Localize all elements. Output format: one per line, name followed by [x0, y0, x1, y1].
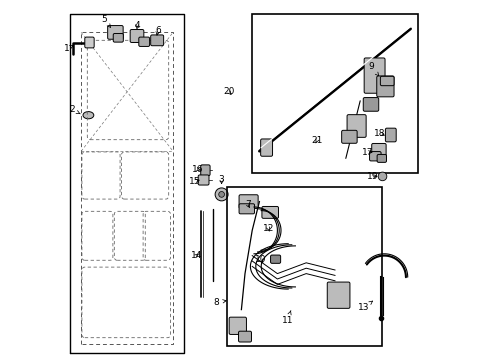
Text: 7: 7	[245, 200, 251, 209]
Text: 10: 10	[255, 255, 266, 264]
Text: 17: 17	[362, 148, 373, 157]
Text: 8: 8	[213, 298, 226, 307]
Text: 15: 15	[189, 177, 200, 186]
FancyBboxPatch shape	[85, 37, 94, 48]
Text: 20: 20	[223, 87, 235, 96]
FancyBboxPatch shape	[198, 175, 209, 185]
Ellipse shape	[83, 112, 94, 119]
FancyBboxPatch shape	[377, 154, 387, 162]
FancyBboxPatch shape	[239, 331, 251, 342]
FancyBboxPatch shape	[139, 37, 149, 46]
Text: 11: 11	[282, 310, 293, 325]
Text: 4: 4	[134, 21, 140, 30]
Text: 5: 5	[102, 15, 111, 27]
Text: 13: 13	[358, 301, 372, 312]
FancyBboxPatch shape	[239, 204, 254, 214]
FancyBboxPatch shape	[327, 282, 350, 308]
FancyBboxPatch shape	[377, 76, 394, 97]
Text: 12: 12	[263, 224, 274, 233]
FancyBboxPatch shape	[201, 165, 210, 176]
Text: 16: 16	[192, 165, 203, 174]
FancyBboxPatch shape	[372, 143, 386, 159]
FancyBboxPatch shape	[369, 152, 381, 161]
Text: 21: 21	[311, 136, 323, 145]
Bar	[252, 14, 418, 173]
Text: 19: 19	[367, 172, 378, 181]
Text: 2: 2	[70, 105, 80, 114]
Text: 18: 18	[374, 129, 386, 138]
FancyBboxPatch shape	[130, 30, 144, 42]
Text: 14: 14	[191, 251, 202, 260]
FancyBboxPatch shape	[386, 128, 396, 142]
FancyBboxPatch shape	[262, 207, 278, 218]
Text: 1: 1	[64, 44, 73, 53]
FancyBboxPatch shape	[229, 317, 246, 334]
FancyBboxPatch shape	[380, 76, 394, 86]
Circle shape	[215, 188, 228, 201]
FancyBboxPatch shape	[239, 195, 258, 208]
FancyBboxPatch shape	[364, 58, 385, 93]
Circle shape	[378, 172, 387, 181]
FancyBboxPatch shape	[270, 255, 281, 264]
FancyBboxPatch shape	[363, 98, 379, 111]
Text: 6: 6	[155, 26, 161, 35]
FancyBboxPatch shape	[108, 26, 123, 39]
FancyBboxPatch shape	[113, 33, 123, 42]
Text: 9: 9	[368, 62, 379, 76]
FancyBboxPatch shape	[342, 130, 357, 143]
Bar	[227, 187, 382, 346]
FancyBboxPatch shape	[151, 35, 164, 46]
FancyBboxPatch shape	[347, 114, 366, 137]
Circle shape	[219, 192, 224, 197]
FancyBboxPatch shape	[261, 139, 272, 156]
Text: 3: 3	[219, 175, 224, 184]
